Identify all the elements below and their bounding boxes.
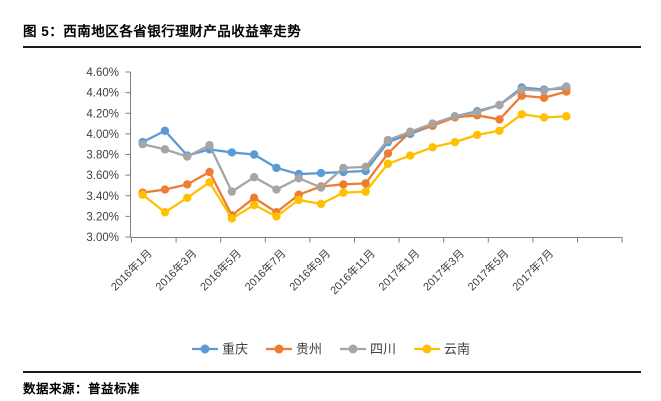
series-2-point — [406, 127, 415, 137]
series-3-point — [428, 143, 437, 152]
series-1-point — [339, 180, 348, 189]
series-3-point — [205, 178, 214, 187]
series-2-point — [249, 172, 259, 182]
series-1-point — [517, 91, 526, 100]
series-0-point — [227, 148, 237, 157]
series-line-1 — [142, 90, 567, 217]
title-divider — [23, 46, 641, 48]
series-2-point — [138, 139, 147, 149]
series-2-point — [227, 187, 237, 196]
legend-label-1: 贵州 — [296, 342, 322, 357]
y-axis-tick-label: 3.00% — [86, 232, 119, 244]
legend-marker-3 — [422, 344, 432, 354]
series-3-point — [517, 110, 526, 119]
y-axis-tick-label: 4.00% — [86, 129, 119, 141]
series-2-point — [361, 162, 370, 172]
series-2-point — [428, 119, 437, 128]
series-line-2 — [142, 85, 567, 193]
y-axis-tick-label: 4.20% — [86, 108, 119, 120]
y-axis-tick-label: 3.40% — [86, 191, 119, 203]
series-2-point — [450, 112, 460, 121]
x-axis-tick-label: 2017年1月 — [375, 246, 422, 293]
x-axis-tick-label: 2016年3月 — [152, 246, 199, 293]
x-axis-tick-label: 2017年5月 — [464, 246, 511, 293]
series-3-point — [450, 137, 460, 147]
y-axis-tick-label: 3.60% — [86, 170, 119, 182]
y-axis-tick-label: 4.60% — [86, 67, 119, 79]
series-2-point — [472, 108, 482, 117]
x-axis-tick-label: 2017年3月 — [420, 246, 467, 293]
series-3-point — [383, 159, 393, 168]
data-source-label: 数据来源：普益标准 — [23, 382, 141, 396]
series-2-point — [183, 152, 192, 161]
x-axis-tick-label: 2016年11月 — [327, 246, 378, 297]
series-1-point — [383, 149, 393, 158]
figure-title: 图 5：西南地区各省银行理财产品收益率走势 — [23, 24, 302, 39]
series-3-point — [183, 193, 192, 203]
footer-divider — [23, 371, 641, 373]
series-2-point — [294, 174, 303, 183]
series-3-point — [227, 214, 237, 223]
x-axis-tick-label: 2016年7月 — [241, 246, 288, 293]
x-axis-tick-label: 2016年1月 — [108, 246, 155, 293]
x-axis-tick-label: 2017年7月 — [509, 246, 556, 293]
legend-label-0: 重庆 — [222, 342, 248, 357]
series-2-point — [539, 86, 549, 95]
series-3-point — [294, 195, 303, 205]
series-3-point — [472, 130, 482, 140]
series-0-point — [160, 126, 170, 135]
series-2-point — [517, 85, 526, 94]
series-1-point — [205, 167, 214, 177]
series-3-point — [272, 212, 281, 221]
y-axis-tick-label: 4.40% — [86, 88, 119, 100]
legend-marker-0 — [200, 344, 210, 354]
series-2-point — [339, 163, 348, 173]
series-2-point — [272, 185, 281, 194]
series-0-point — [316, 168, 326, 178]
series-1-point — [361, 179, 370, 188]
series-2-point — [495, 100, 504, 110]
legend-marker-2 — [348, 344, 358, 354]
series-3-point — [539, 113, 549, 122]
series-3-point — [160, 208, 170, 217]
series-3-point — [562, 112, 571, 121]
series-2-point — [562, 82, 571, 91]
x-axis-tick-label: 2016年5月 — [197, 246, 244, 293]
legend-label-3: 云南 — [444, 342, 470, 357]
series-3-point — [249, 200, 259, 210]
series-1-point — [495, 115, 504, 124]
series-1-point — [249, 193, 259, 203]
series-1-point — [160, 185, 170, 194]
series-3-point — [361, 187, 370, 196]
series-1-point — [183, 180, 192, 189]
series-3-point — [138, 190, 147, 199]
series-3-point — [406, 151, 415, 160]
series-3-point — [316, 199, 326, 209]
series-3-point — [495, 126, 504, 135]
series-1-point — [539, 93, 549, 102]
y-axis-tick-label: 3.20% — [86, 211, 119, 223]
series-0-point — [249, 150, 259, 159]
legend-marker-1 — [274, 344, 284, 354]
legend-label-2: 四川 — [370, 342, 396, 357]
series-3-point — [339, 188, 348, 197]
series-2-point — [205, 141, 214, 150]
y-axis-tick-label: 3.80% — [86, 150, 119, 162]
series-2-point — [316, 183, 326, 192]
series-2-point — [160, 145, 170, 154]
x-axis-tick-label: 2016年9月 — [286, 246, 333, 293]
series-2-point — [383, 135, 393, 145]
series-0-point — [272, 163, 281, 173]
